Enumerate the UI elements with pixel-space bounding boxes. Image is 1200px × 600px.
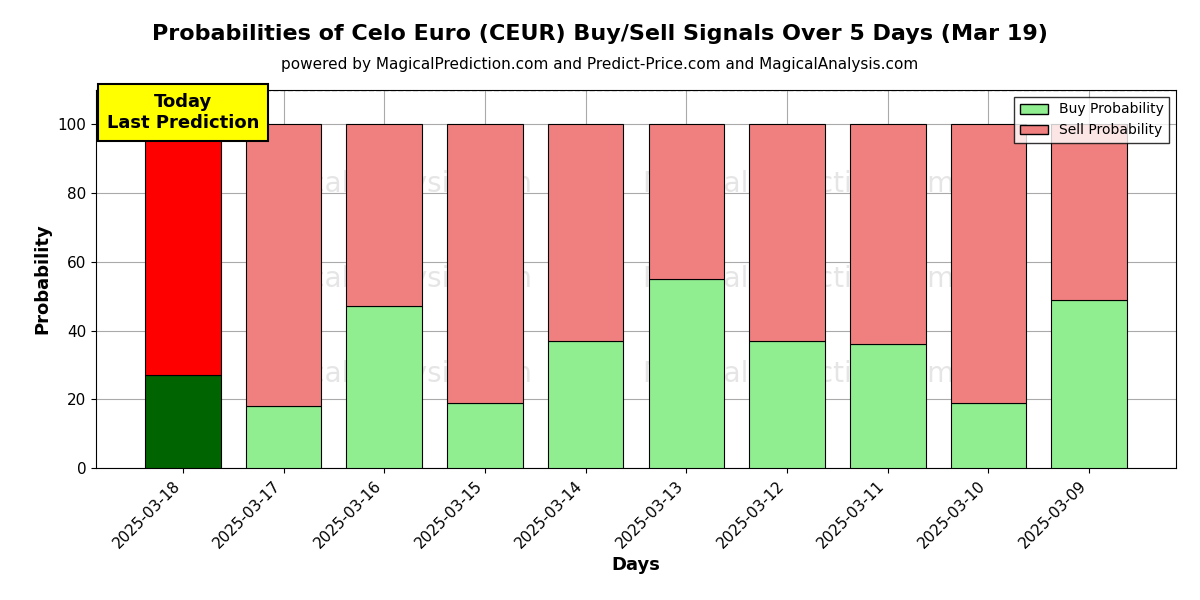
Bar <box>850 124 925 344</box>
Text: MagicalPrediction.com: MagicalPrediction.com <box>642 170 954 199</box>
Bar <box>548 341 624 468</box>
Bar <box>246 406 322 468</box>
Bar <box>850 344 925 468</box>
Bar <box>1051 124 1127 299</box>
Bar <box>246 124 322 406</box>
Bar <box>145 375 221 468</box>
Bar <box>749 341 824 468</box>
Text: MagicalPrediction.com: MagicalPrediction.com <box>642 265 954 293</box>
Bar <box>749 124 824 341</box>
Y-axis label: Probability: Probability <box>34 224 52 334</box>
Bar <box>648 124 724 279</box>
X-axis label: Days: Days <box>612 556 660 574</box>
Text: Today
Last Prediction: Today Last Prediction <box>107 94 259 132</box>
Bar <box>548 124 624 341</box>
Text: MagicalAnalysis.com: MagicalAnalysis.com <box>244 170 532 199</box>
Text: MagicalPrediction.com: MagicalPrediction.com <box>642 359 954 388</box>
Bar <box>448 124 523 403</box>
Text: MagicalAnalysis.com: MagicalAnalysis.com <box>244 359 532 388</box>
Bar <box>950 403 1026 468</box>
Bar <box>145 124 221 375</box>
Text: Probabilities of Celo Euro (CEUR) Buy/Sell Signals Over 5 Days (Mar 19): Probabilities of Celo Euro (CEUR) Buy/Se… <box>152 24 1048 44</box>
Bar <box>347 307 422 468</box>
Bar <box>950 124 1026 403</box>
Bar <box>448 403 523 468</box>
Bar <box>347 124 422 307</box>
Text: powered by MagicalPrediction.com and Predict-Price.com and MagicalAnalysis.com: powered by MagicalPrediction.com and Pre… <box>281 57 919 72</box>
Legend: Buy Probability, Sell Probability: Buy Probability, Sell Probability <box>1014 97 1169 143</box>
Bar <box>1051 299 1127 468</box>
Bar <box>648 279 724 468</box>
Text: MagicalAnalysis.com: MagicalAnalysis.com <box>244 265 532 293</box>
